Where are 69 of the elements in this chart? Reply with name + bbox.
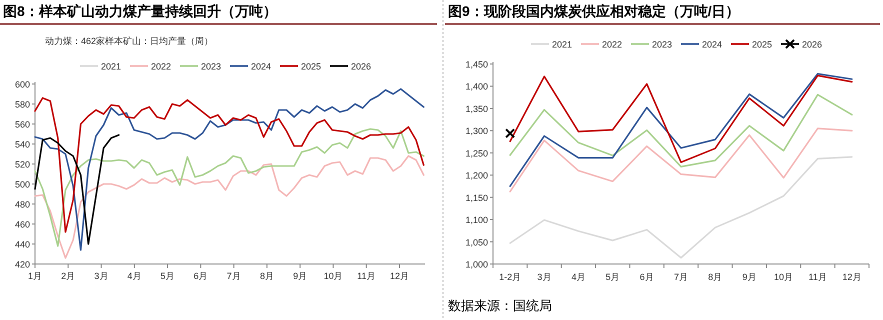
y-tick-label: 1,100 (465, 215, 488, 226)
x-tick-label: 1-2月 (499, 272, 522, 282)
x-tick-label: 4月 (127, 271, 142, 281)
line-series (34, 155, 424, 259)
x-tick-label: 11月 (808, 272, 827, 282)
x-tick-label: 10月 (324, 271, 343, 281)
legend-label: 2025 (301, 62, 322, 72)
legend-label: 2026 (802, 40, 822, 50)
x-tick-label: 9月 (293, 271, 308, 281)
x-tick-label: 12月 (842, 272, 862, 282)
y-tick-label: 1,050 (465, 237, 488, 248)
y-tick-label: 560 (14, 120, 30, 130)
legend-label: 2024 (702, 40, 722, 50)
y-tick-label: 480 (14, 200, 30, 210)
x-tick-label: 3月 (94, 271, 108, 281)
y-tick-label: 1,200 (465, 170, 488, 181)
line-series (509, 128, 853, 192)
chart-subtitle: 动力煤：462家样本矿山：日均产量（周） (45, 36, 214, 46)
x-tick-label: 8月 (260, 271, 274, 281)
legend-label: 2024 (251, 62, 272, 72)
legend-label: 2022 (151, 62, 172, 72)
y-tick-label: 420 (14, 260, 30, 270)
y-tick-label: 1,150 (465, 192, 488, 203)
line-series (34, 134, 120, 245)
line-series (34, 88, 424, 251)
x-tick-label: 12月 (390, 271, 409, 281)
legend-label: 2023 (652, 40, 672, 50)
x-tick-label: 5月 (160, 271, 175, 281)
x-tick-label: 7月 (674, 272, 688, 282)
y-tick-label: 600 (14, 80, 30, 90)
x-tick-label: 7月 (226, 271, 241, 281)
x-tick-label: 8月 (708, 272, 722, 282)
y-tick-label: 460 (14, 220, 30, 230)
x-tick-label: 10月 (774, 272, 794, 282)
y-tick-label: 1,300 (465, 126, 488, 136)
line-series (34, 128, 424, 247)
y-tick-label: 1,000 (465, 260, 488, 270)
legend-label: 2021 (101, 62, 122, 72)
legend-label: 2023 (201, 62, 222, 72)
line-series (509, 94, 853, 168)
y-tick-label: 1,250 (465, 148, 488, 158)
y-tick-label: 540 (14, 140, 30, 150)
chart-title: 图8：样本矿山动力煤产量持续回升（万吨） (3, 3, 277, 19)
x-tick-label: 4月 (571, 272, 586, 282)
x-tick-label: 2月 (61, 271, 76, 281)
line-series (34, 97, 424, 233)
y-tick-label: 440 (14, 240, 30, 250)
x-tick-label: 11月 (357, 271, 376, 281)
line-series (509, 74, 853, 164)
x-tick-label: 6月 (194, 271, 208, 281)
legend-label: 2022 (602, 40, 622, 50)
y-tick-label: 500 (14, 180, 30, 190)
source-note: 数据来源：国统局 (448, 298, 552, 313)
y-tick-label: 1,450 (465, 60, 488, 70)
y-tick-label: 1,400 (465, 82, 488, 92)
line-series (509, 156, 853, 259)
y-tick-label: 1,350 (465, 104, 488, 114)
legend-label: 2021 (552, 40, 572, 50)
chart-title: 图9：现阶段国内煤炭供应相对稳定（万吨/日） (448, 3, 740, 19)
x-tick-label: 5月 (606, 272, 620, 282)
x-tick-label: 6月 (640, 272, 654, 282)
y-tick-label: 580 (14, 100, 30, 110)
y-tick-label: 520 (14, 160, 30, 170)
legend-label: 2026 (351, 62, 372, 72)
x-tick-label: 3月 (537, 272, 552, 282)
x-tick-label: 9月 (742, 272, 756, 282)
x-tick-label: 1月 (28, 271, 42, 281)
line-series (509, 72, 853, 188)
legend-label: 2025 (752, 40, 772, 50)
